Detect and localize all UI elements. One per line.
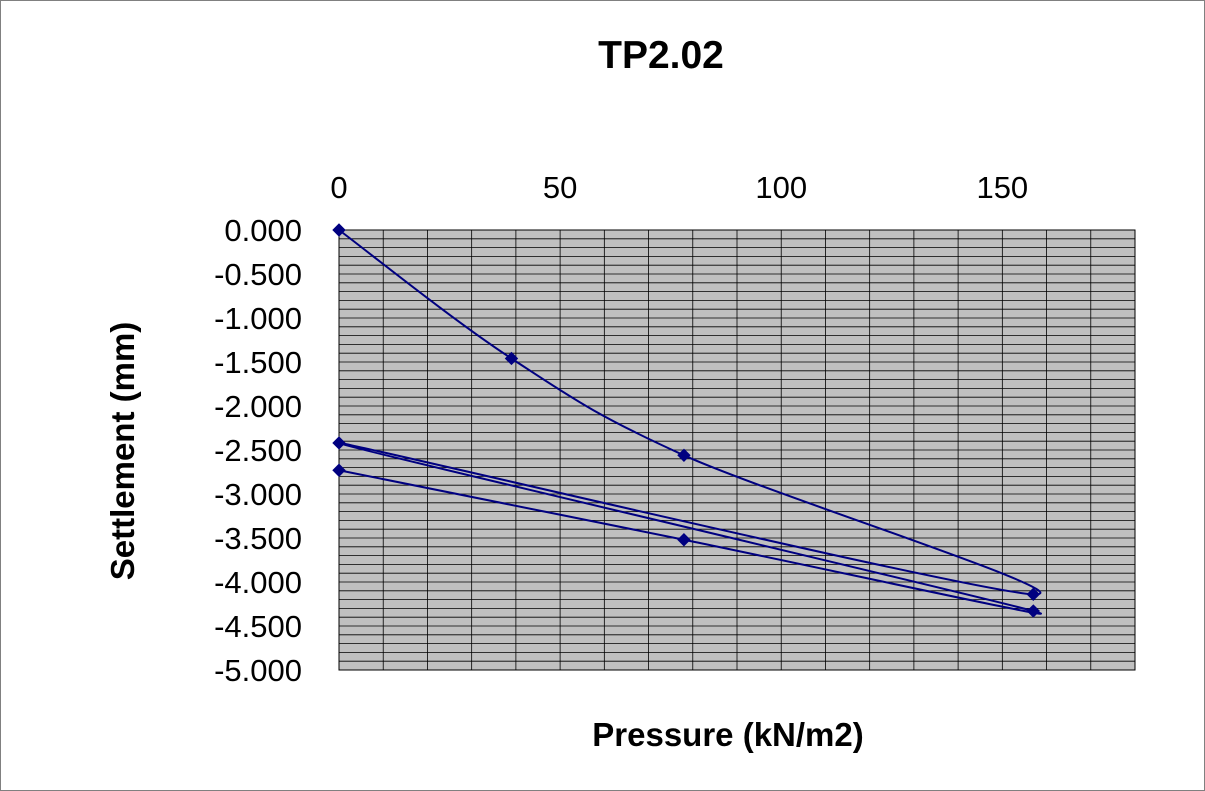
y-tick-label: -1.000 [214, 301, 302, 336]
y-axis-ticks: 0.000 -0.500 -1.000 -1.500 -2.000 -2.500 -3.00… [214, 213, 302, 688]
x-axis-ticks: 0 50 100 150 [330, 170, 1028, 205]
y-tick-label: -3.500 [214, 521, 302, 556]
y-axis-title: Settlement (mm) [104, 322, 141, 581]
data-point [504, 351, 519, 366]
y-tick-label: -4.000 [214, 565, 302, 600]
y-tick-label: -4.500 [214, 609, 302, 644]
y-tick-label: -1.500 [214, 345, 302, 380]
chart-title: TP2.02 [598, 34, 724, 77]
data-point [1026, 604, 1040, 618]
gridlines [338, 229, 1136, 671]
x-tick-label: 150 [976, 170, 1028, 205]
series-markers [332, 223, 1040, 618]
y-tick-label: -5.000 [214, 653, 302, 688]
x-tick-label: 0 [330, 170, 347, 205]
y-tick-label: -3.000 [214, 477, 302, 512]
plot-border [338, 229, 1136, 671]
y-tick-label: 0.000 [224, 213, 302, 248]
data-point [332, 463, 346, 477]
y-tick-label: -2.500 [214, 433, 302, 468]
data-point [677, 533, 691, 547]
y-tick-label: -0.500 [214, 257, 302, 292]
x-tick-label: 50 [543, 170, 577, 205]
x-axis-title: Pressure (kN/m2) [592, 716, 863, 753]
data-point [1026, 587, 1040, 602]
x-tick-label: 100 [755, 170, 807, 205]
y-tick-label: -2.000 [214, 389, 302, 424]
data-point [677, 448, 691, 462]
series-line [337, 229, 1043, 615]
data-point [332, 436, 346, 450]
data-point [332, 223, 346, 237]
